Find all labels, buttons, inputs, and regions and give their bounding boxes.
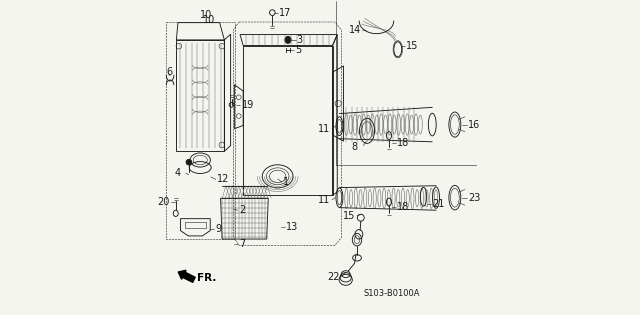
Text: FR.: FR.	[197, 273, 216, 283]
Text: 7: 7	[239, 239, 245, 249]
Text: 5: 5	[295, 45, 301, 55]
Text: 19: 19	[241, 100, 254, 110]
Text: 8: 8	[351, 142, 358, 152]
Text: 18: 18	[397, 138, 409, 148]
Text: 6: 6	[166, 66, 172, 77]
Text: 11: 11	[319, 195, 331, 205]
Ellipse shape	[285, 37, 291, 43]
Text: 17: 17	[278, 8, 291, 18]
Text: 11: 11	[319, 124, 331, 134]
Text: 22: 22	[327, 272, 339, 282]
Text: 4: 4	[175, 168, 180, 178]
Text: 1: 1	[283, 177, 289, 187]
Text: 10: 10	[200, 10, 212, 20]
Text: S103-B0100A: S103-B0100A	[364, 289, 420, 298]
Text: 12: 12	[217, 175, 230, 185]
Text: 3: 3	[296, 35, 302, 45]
Text: 9: 9	[215, 224, 221, 234]
Text: 18: 18	[397, 202, 409, 212]
Text: 15: 15	[343, 211, 355, 221]
Text: 16: 16	[468, 120, 480, 129]
Text: 13: 13	[286, 222, 298, 232]
Text: 2: 2	[239, 205, 245, 215]
Text: 10: 10	[202, 14, 215, 25]
Ellipse shape	[186, 159, 192, 165]
Text: 20: 20	[157, 197, 170, 207]
Text: 21: 21	[432, 199, 445, 209]
Text: 23: 23	[468, 193, 481, 203]
Text: 14: 14	[349, 25, 361, 35]
FancyArrow shape	[179, 270, 195, 282]
Text: 15: 15	[406, 41, 419, 51]
